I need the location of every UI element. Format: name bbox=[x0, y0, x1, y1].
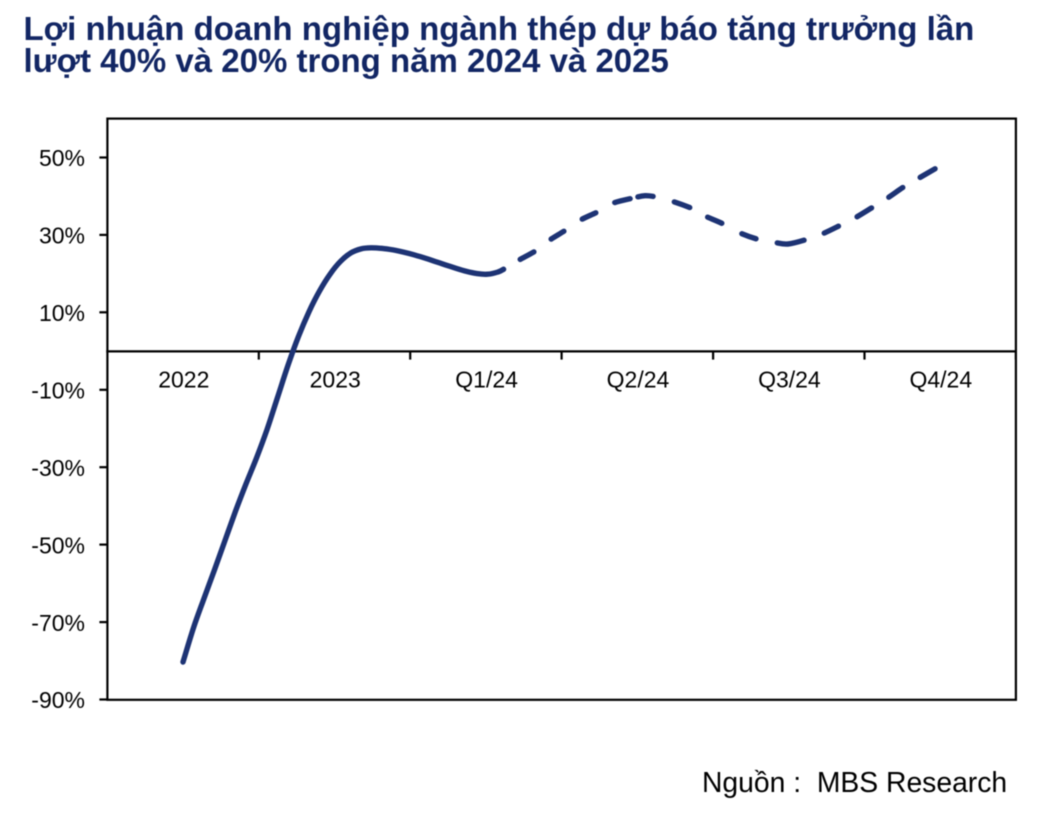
svg-text:10%: 10% bbox=[39, 300, 85, 326]
svg-text:Q1/24: Q1/24 bbox=[455, 367, 518, 393]
svg-text:30%: 30% bbox=[39, 223, 85, 249]
svg-text:-30%: -30% bbox=[31, 455, 85, 481]
svg-text:2023: 2023 bbox=[310, 367, 361, 393]
svg-text:-70%: -70% bbox=[31, 610, 85, 636]
svg-text:Q3/24: Q3/24 bbox=[758, 367, 821, 393]
svg-text:Q4/24: Q4/24 bbox=[909, 367, 972, 393]
svg-text:2022: 2022 bbox=[158, 367, 209, 393]
svg-text:-90%: -90% bbox=[31, 687, 85, 713]
svg-text:-10%: -10% bbox=[31, 378, 85, 404]
svg-text:-50%: -50% bbox=[31, 532, 85, 558]
svg-text:50%: 50% bbox=[39, 145, 85, 171]
svg-text:Q2/24: Q2/24 bbox=[607, 367, 670, 393]
